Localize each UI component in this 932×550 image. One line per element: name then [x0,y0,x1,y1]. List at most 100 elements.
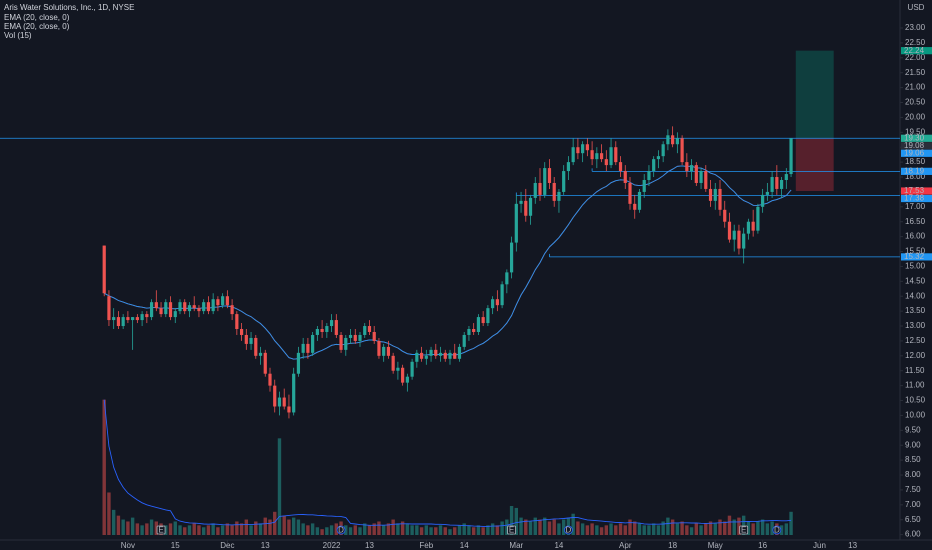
candle-body [704,171,708,189]
volume-bar [358,527,362,535]
candle-body [661,144,665,157]
volume-bar [675,523,680,535]
candle-body [765,191,769,195]
y-tick-label: 19.50 [905,127,926,136]
candle-body [183,302,187,312]
candle-body [585,144,589,151]
volume-bar [348,527,353,535]
legend-item: EMA (20, close, 0) [4,13,70,22]
candle-body [382,346,386,356]
y-tick-label: 11.00 [905,381,925,390]
y-tick-label: 20.00 [905,113,926,122]
event-label: D [338,526,344,535]
y-tick-label: 16.50 [905,217,926,226]
volume-bar [708,521,713,535]
candle-body [320,329,324,332]
volume-bar [329,525,334,535]
candle-body [173,311,177,318]
candle-body [135,317,139,321]
volume-bar [756,521,760,535]
event-label: E [158,526,163,535]
volume-bar [519,517,523,535]
volume-bar [263,517,267,535]
volume-bar [765,523,770,535]
event-marker [507,525,516,535]
candle-body [140,314,144,321]
volume-bar [481,527,485,535]
volume-bar [741,515,746,535]
x-tick-label: Nov [121,541,135,550]
candle-body [159,308,163,315]
candle-body [505,272,509,285]
volume-bar [130,517,135,535]
candle-body [363,326,367,335]
volume-bar [344,525,348,535]
candle-body [453,352,457,359]
candle-body [154,302,158,309]
candle-body [315,329,319,335]
price-label: 19.30 [904,133,925,142]
volume-bar [135,523,140,535]
event-marker [156,525,166,535]
candle-body [372,331,376,341]
candle-body [552,182,556,201]
candle-body [761,194,765,207]
candle-body [595,153,599,160]
volume-bar [381,525,386,535]
volume-bar [400,521,405,535]
volume-bar [599,527,604,535]
volume-bar [689,527,694,535]
event-label: D [566,526,572,535]
candle-body [652,159,656,172]
candle-body [415,352,419,362]
event-marker [564,525,573,535]
candle-body [391,355,395,371]
y-tick-label: 18.50 [905,157,926,166]
x-tick-label: May [708,541,723,550]
candle-body [287,406,291,413]
candle-body [543,168,547,195]
candle-body [727,221,732,240]
volume-bar [680,521,684,535]
candle-body [562,171,566,192]
volume-bar [500,521,504,535]
candle-body [164,302,168,315]
candle-body [491,299,495,309]
volume-bar [609,523,613,535]
event-marker [336,525,346,535]
candle-body [618,162,623,172]
volume-bar [424,525,429,535]
volume-bar [443,527,447,535]
candle-body [472,329,476,332]
volume-bar [220,525,225,535]
price-label-bg [901,253,932,261]
price-label-bg [901,187,932,195]
candle-body [301,343,305,353]
y-tick-label: 6.50 [905,515,921,524]
y-tick-label: 9.50 [905,425,921,434]
candle-body [102,245,106,294]
volume-bar [486,525,490,535]
volume-bar [410,525,414,535]
volume-bar [216,527,220,535]
candle-body [126,317,130,321]
volume-bar [467,525,471,535]
price-label: 22.24 [904,46,925,55]
x-tick-label: Feb [419,541,433,550]
candle-body [514,203,518,243]
volume-bar [471,527,476,535]
candle-body [609,147,613,166]
candle-body [396,367,400,371]
candle-body [202,302,206,312]
volume-bar [168,523,173,535]
candle-body [358,334,362,341]
candle-body [708,188,713,201]
candle-body [723,209,727,222]
stop-zone [795,138,834,192]
price-label: 17.53 [904,186,925,195]
volume-bar [372,523,376,535]
candle-body [311,334,315,353]
candle-body [599,153,604,160]
candle-body [481,317,485,324]
